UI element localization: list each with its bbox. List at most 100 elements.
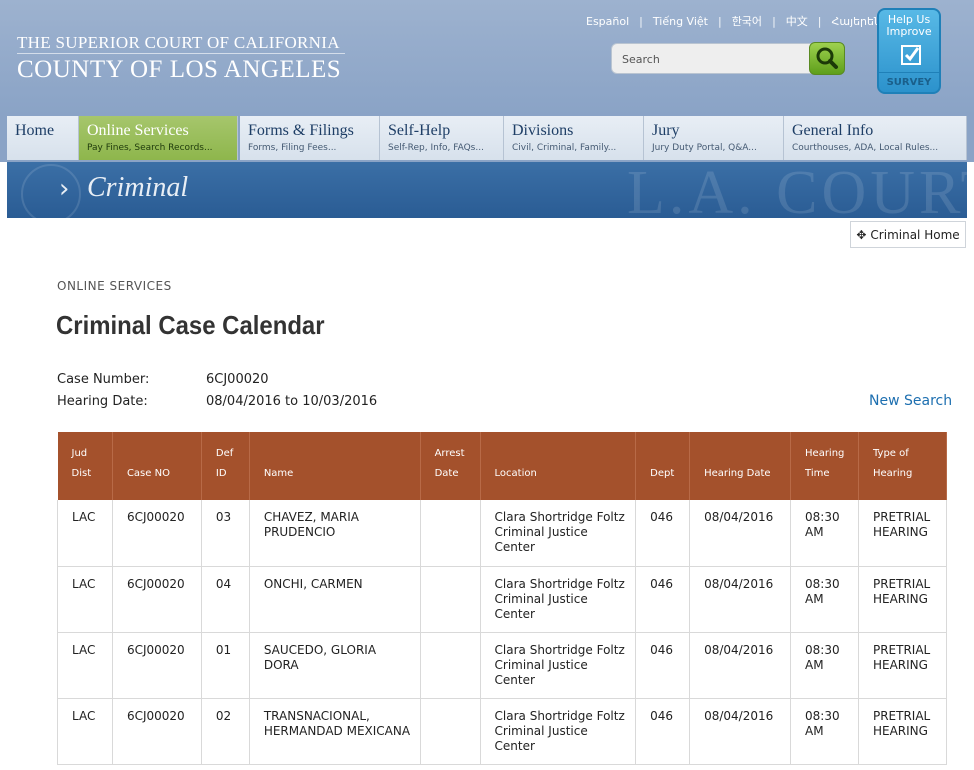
lang-korean[interactable]: 한국어: [731, 15, 763, 28]
checkbox-icon: [901, 45, 921, 65]
cell-name: TRANSNACIONAL, HERMANDAD MEXICANA: [249, 698, 421, 765]
col-type-l1: Type of: [872, 448, 909, 459]
cell-case-no: 6CJ00020: [112, 500, 202, 567]
cell-jud-dist: LAC: [57, 698, 113, 765]
lang-espanol[interactable]: Español: [586, 14, 630, 28]
col-def-id-l1: Def: [215, 448, 234, 459]
cell-dept: 046: [635, 698, 691, 765]
nav-self-help-title: Self-Help: [388, 122, 451, 139]
col-case-no-l1: Case NO: [126, 468, 170, 479]
cell-arrest-date: [420, 566, 481, 633]
nav-jury-subtitle: Jury Duty Portal, Q&A...: [652, 143, 757, 153]
cell-type-of-hearing: PRETRIAL HEARING: [858, 500, 948, 567]
table-row: LAC 6CJ00020 02 TRANSNACIONAL, HERMANDAD…: [57, 698, 948, 765]
cell-def-id: 02: [201, 698, 250, 765]
section-title: Criminal: [87, 172, 189, 203]
lang-vietnamese[interactable]: Tiếng Việt: [652, 14, 708, 28]
cell-hearing-time: 08:30 AM: [790, 698, 859, 765]
cell-case-no: 6CJ00020: [112, 632, 202, 699]
lang-chinese[interactable]: 中文: [785, 15, 808, 28]
col-arrest-date-l1: Arrest: [434, 448, 465, 459]
nav-forms-filings-subtitle: Forms, Filing Fees...: [248, 143, 337, 153]
col-dept: Dept: [635, 432, 691, 500]
cell-case-no: 6CJ00020: [112, 698, 202, 765]
cell-hearing-date: 08/04/2016: [689, 632, 792, 699]
court-name-line1[interactable]: THE SUPERIOR COURT OF CALIFORNIA: [17, 33, 340, 52]
nav-general-info-subtitle: Courthouses, ADA, Local Rules...: [792, 143, 939, 153]
site-header: THE SUPERIOR COURT OF CALIFORNIA COUNTY …: [0, 0, 974, 115]
case-number-label: Case Number:: [57, 372, 150, 387]
cell-def-id: 04: [201, 566, 250, 633]
cell-jud-dist: LAC: [57, 500, 113, 567]
nav-jury-title: Jury: [652, 122, 680, 139]
lang-separator: |: [772, 14, 776, 28]
cell-location: Clara Shortridge Foltz Criminal Justice …: [480, 566, 637, 633]
table-header: Jud Dist Case NO Def ID Name Arrest Date Lo…: [57, 432, 948, 500]
table-body: LAC 6CJ00020 03 CHAVEZ, MARIA PRUDENCIO …: [57, 500, 948, 765]
survey-divider: [879, 72, 939, 73]
section-banner: L.A. COURT › Criminal: [7, 162, 967, 218]
survey-label: Help Us Improve: [886, 13, 932, 38]
nav-online-services[interactable]: Online Services Pay Fines, Search Record…: [79, 116, 238, 160]
nav-general-info[interactable]: General Info Courthouses, ADA, Local Rul…: [784, 116, 967, 160]
banner-background-text: L.A. COURT: [627, 162, 967, 218]
new-search-link[interactable]: New Search: [869, 393, 953, 409]
page-title: Criminal Case Calendar: [56, 310, 325, 340]
cell-type-of-hearing: PRETRIAL HEARING: [858, 698, 948, 765]
col-location: Location: [480, 432, 637, 500]
search-button[interactable]: [809, 42, 845, 75]
cell-location: Clara Shortridge Foltz Criminal Justice …: [480, 500, 637, 567]
cell-arrest-date: [420, 632, 481, 699]
cell-hearing-date: 08/04/2016: [689, 500, 792, 567]
table-row: LAC 6CJ00020 04 ONCHI, CARMEN Clara Shor…: [57, 566, 948, 633]
cell-name: CHAVEZ, MARIA PRUDENCIO: [249, 500, 421, 567]
cell-dept: 046: [635, 566, 691, 633]
language-links: Español | Tiếng Việt | 한국어 | 中文 | Հայերե…: [584, 12, 883, 30]
survey-button[interactable]: Help Us Improve SURVEY: [877, 8, 941, 94]
col-def-id-l2: ID: [215, 468, 227, 479]
cell-jud-dist: LAC: [57, 632, 113, 699]
court-name-line2[interactable]: COUNTY OF LOS ANGELES: [17, 56, 342, 83]
cell-hearing-time: 08:30 AM: [790, 566, 859, 633]
col-name: Name: [249, 432, 421, 500]
hearing-date-label: Hearing Date:: [57, 394, 148, 409]
col-jud-dist-l1: Jud: [71, 448, 88, 459]
cell-def-id: 01: [201, 632, 250, 699]
lang-separator: |: [817, 14, 822, 28]
cell-hearing-date: 08/04/2016: [689, 698, 792, 765]
cell-type-of-hearing: PRETRIAL HEARING: [858, 632, 948, 699]
move-icon: ✥: [856, 227, 867, 242]
cell-dept: 046: [635, 632, 691, 699]
court-name-divider: [17, 53, 345, 54]
nav-divisions-title: Divisions: [512, 122, 574, 139]
criminal-home-button[interactable]: ✥ Criminal Home: [850, 221, 966, 248]
table-header-row: Jud Dist Case NO Def ID Name Arrest Date Lo…: [57, 432, 948, 500]
col-jud-dist: Jud Dist: [57, 432, 113, 500]
nav-divisions-subtitle: Civil, Criminal, Family...: [512, 143, 617, 153]
col-type-of-hearing: Type of Hearing: [858, 432, 948, 500]
criminal-home-label: Criminal Home: [870, 227, 960, 242]
cell-hearing-date: 08/04/2016: [689, 566, 792, 633]
col-dept-l1: Dept: [650, 468, 675, 479]
nav-forms-filings[interactable]: Forms & Filings Forms, Filing Fees...: [240, 116, 380, 160]
col-hearing-time-l2: Time: [805, 468, 830, 479]
col-hearing-time: Hearing Time: [790, 432, 859, 500]
col-case-no: Case NO: [112, 432, 202, 500]
cell-hearing-time: 08:30 AM: [790, 500, 859, 567]
nav-jury[interactable]: Jury Jury Duty Portal, Q&A...: [644, 116, 784, 160]
col-hearing-date: Hearing Date: [689, 432, 792, 500]
nav-home[interactable]: Home: [7, 116, 79, 160]
case-calendar-table: Jud Dist Case NO Def ID Name Arrest Date Lo…: [57, 432, 948, 765]
lang-separator: |: [717, 14, 722, 28]
cell-type-of-hearing: PRETRIAL HEARING: [858, 566, 948, 633]
nav-self-help[interactable]: Self-Help Self-Rep, Info, FAQs...: [380, 116, 504, 160]
nav-divisions[interactable]: Divisions Civil, Criminal, Family...: [504, 116, 644, 160]
search-box: [611, 43, 813, 74]
hearing-date-value: 08/04/2016 to 10/03/2016: [206, 394, 378, 409]
cell-hearing-time: 08:30 AM: [790, 632, 859, 699]
cell-jud-dist: LAC: [57, 566, 113, 633]
col-arrest-date: Arrest Date: [420, 432, 481, 500]
search-input[interactable]: [620, 49, 809, 69]
cell-arrest-date: [420, 698, 481, 765]
lang-armenian[interactable]: Հայերեն: [831, 14, 881, 28]
